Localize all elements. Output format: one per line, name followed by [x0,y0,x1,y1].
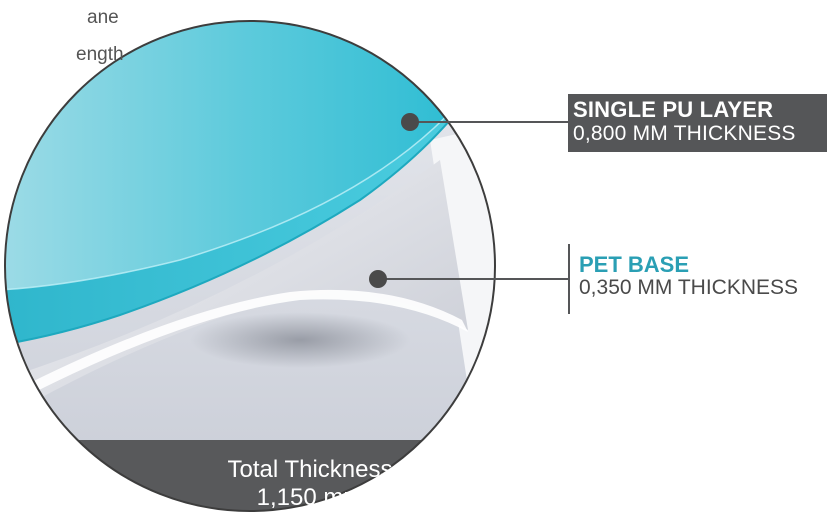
backdrop [430,120,495,420]
curl-shadow [190,312,410,368]
pu-layer-edge [5,94,471,346]
pu-layer-callout: SINGLE PU LAYER 0,800 MM THICKNESS [568,94,827,152]
pet-base-callout: PET BASE 0,350 MM THICKNESS [568,244,827,314]
total-thickness: Total Thickness 1,150 mm [130,452,490,522]
pu-layer-surface [5,21,470,290]
total-thickness-value: 1,150 mm [256,484,364,511]
circle-outline [4,20,496,512]
pu-layer-band [5,90,470,345]
cutoff-text-line2: ength [76,44,124,65]
pu-highlight [5,89,471,291]
pet-marker-dot [369,270,387,288]
pet-base-sheet [5,160,468,420]
pet-base-thickness: 0,350 MM THICKNESS [579,276,799,299]
total-thickness-label: Total Thickness [227,456,393,483]
pu-layer-title: SINGLE PU LAYER [573,97,774,122]
pu-layer-thickness: 0,800 MM THICKNESS [573,122,796,145]
cutoff-text-line1: ane [87,7,119,28]
pu-marker-dot [401,113,419,131]
pet-base-title: PET BASE [579,252,690,277]
